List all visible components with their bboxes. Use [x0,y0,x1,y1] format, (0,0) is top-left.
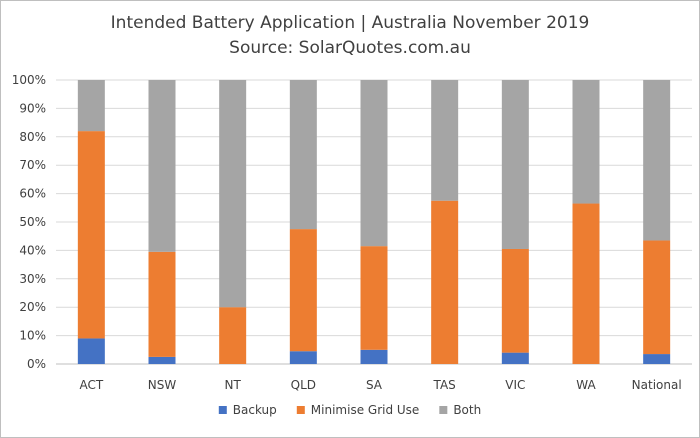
bar-backup-sa [360,349,388,364]
x-tick-label: NSW [148,378,177,392]
x-tick-label: National [632,378,682,392]
y-tick-label: 80% [19,130,46,144]
legend: Backup Minimise Grid Use Both [218,403,481,417]
bar-minimise-grid-use-wa [572,203,600,364]
legend-label: Minimise Grid Use [311,403,420,417]
legend-swatch-backup [218,406,227,414]
chart-title: Intended Battery Application | Australia… [111,13,590,33]
bar-minimise-grid-use-sa [360,246,388,350]
bars [77,80,671,364]
x-tick-label: TAS [433,378,456,392]
bar-backup-national [643,354,671,364]
bar-both-act [77,80,105,132]
chart-subtitle: Source: SolarQuotes.com.au [229,38,471,58]
x-tick-label: VIC [505,378,525,392]
bar-minimise-grid-use-tas [431,200,459,364]
bar-both-vic [501,80,529,249]
x-tick-label: SA [366,378,383,392]
legend-swatch-minimise-grid-use [296,406,305,414]
bar-minimise-grid-use-national [643,240,671,355]
y-tick-label: 0% [27,357,46,371]
bar-minimise-grid-use-qld [289,229,317,352]
y-tick-label: 100% [12,73,46,87]
y-tick-label: 70% [19,158,46,172]
bar-both-qld [289,80,317,230]
bar-minimise-grid-use-nsw [148,251,176,357]
bar-both-nt [219,80,247,308]
y-tick-label: 60% [19,187,46,201]
bar-both-tas [431,80,459,201]
x-tick-label: ACT [79,378,103,392]
y-tick-label: 20% [19,300,46,314]
bar-minimise-grid-use-act [77,131,105,339]
bar-both-wa [572,80,600,204]
bar-minimise-grid-use-vic [501,248,529,353]
y-tick-label: 30% [19,272,46,286]
legend-swatch-both [439,406,448,414]
bar-both-sa [360,80,388,247]
y-tick-label: 10% [19,329,46,343]
legend-label: Backup [233,403,277,417]
x-axis: ACT NSW NT QLD SA TAS VIC WA National [79,378,681,392]
bar-backup-nsw [148,356,176,364]
y-tick-label: 90% [19,101,46,115]
x-tick-label: NT [225,378,242,392]
bar-both-national [643,80,671,241]
x-tick-label: QLD [291,378,316,392]
bar-backup-qld [289,351,317,364]
y-tick-label: 50% [19,215,46,229]
legend-label: Both [453,403,481,417]
x-tick-label: WA [576,378,596,392]
y-axis: 0% 10% 20% 30% 40% 50% 60% 70% 80% 90% 100% [12,73,46,371]
bar-backup-act [77,338,105,364]
bar-backup-vic [501,352,529,364]
bar-minimise-grid-use-nt [219,307,247,364]
y-tick-label: 40% [19,243,46,257]
bar-both-nsw [148,80,176,252]
